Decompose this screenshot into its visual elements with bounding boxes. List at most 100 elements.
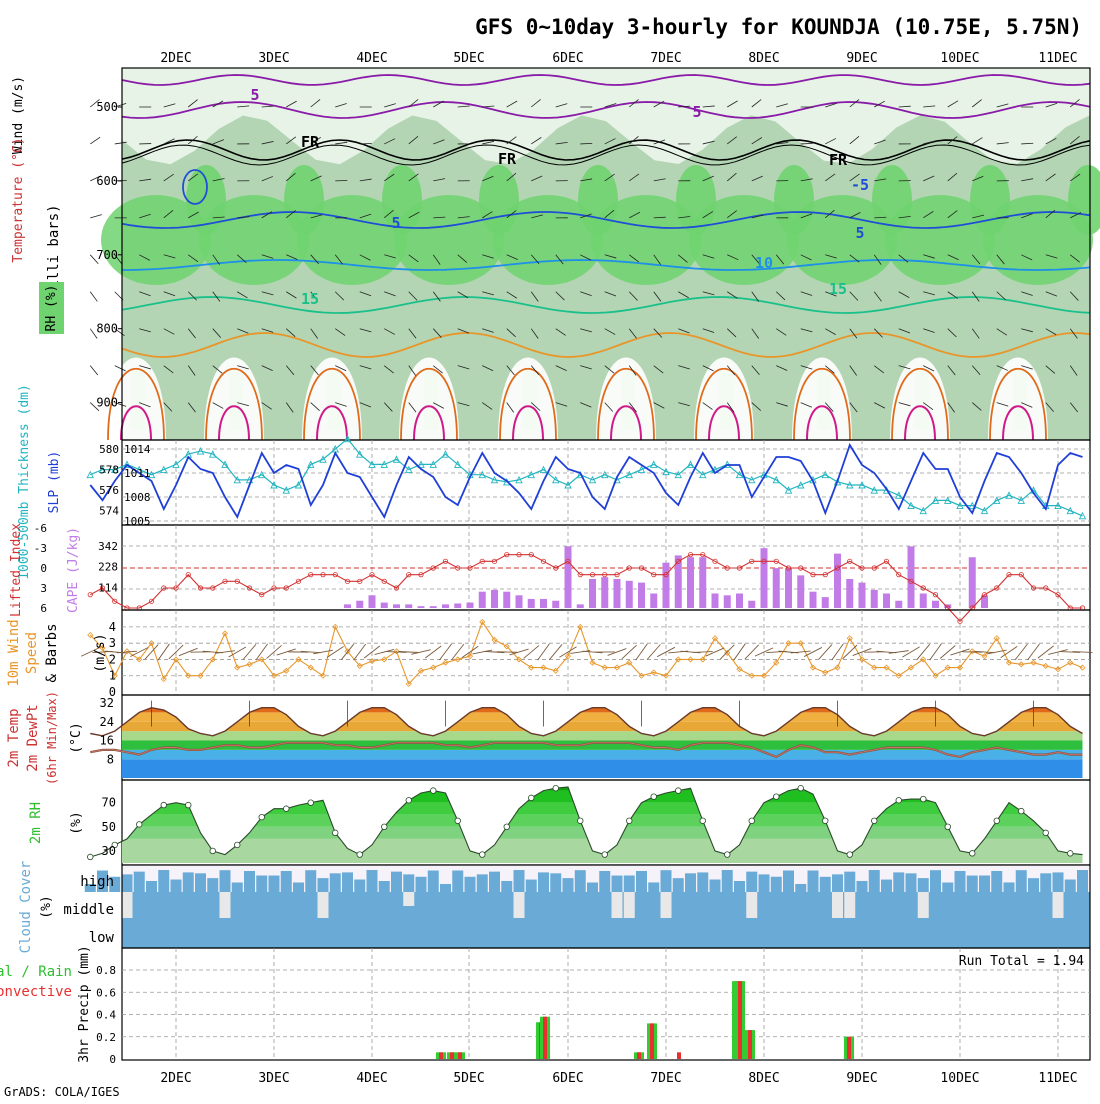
cape-bar (503, 592, 510, 608)
cape-bar (369, 595, 376, 608)
cloud-high-bar (967, 876, 978, 892)
cloud-clear-patch (746, 892, 757, 918)
cloud-high-bar (746, 872, 757, 892)
cloud-high-bar (820, 877, 831, 892)
rh-point (773, 794, 779, 800)
wind-barb (90, 215, 102, 218)
cloud-high-bar (379, 881, 390, 892)
cloud-high-bar (1053, 872, 1064, 892)
cape-tick-228: 228 (98, 561, 118, 574)
cape-bar (724, 595, 731, 608)
cloud-high-bar (783, 871, 794, 892)
wind-unit: (m/s) (93, 633, 108, 672)
cape-bar (565, 546, 572, 608)
thickness-tick-576: 576 (99, 484, 119, 497)
cape-bar (932, 601, 939, 608)
wind-barb-10m (819, 645, 832, 660)
cloud-high-bar (991, 871, 1002, 892)
cape-bar (491, 590, 498, 608)
cloud-high-bar (244, 871, 255, 892)
cloud-high-bar (330, 873, 341, 892)
slp-tick-1005: 1005 (124, 515, 151, 528)
date-bottom-2DEC: 2DEC (160, 1071, 191, 1086)
cloud-high-bar (440, 884, 451, 892)
cloud-high-bar (1016, 870, 1027, 892)
lifted-tick--3: -3 (34, 542, 47, 555)
upper-ytick-700: 700 (96, 248, 118, 262)
chart-title: GFS 0~10day 3-hourly for KOUNDJA (10.75E… (475, 15, 1082, 39)
thickness-tick-574: 574 (99, 505, 119, 518)
cape-bar (797, 575, 804, 608)
rh-point (234, 842, 240, 848)
cloud-high-bar (452, 871, 463, 892)
wind-tick-4: 4 (109, 620, 116, 634)
cape-bar (650, 593, 657, 608)
cloud-high-bar (844, 872, 855, 892)
cloud-high-bar (587, 883, 598, 892)
rh-point (406, 797, 412, 803)
cloud-level-low: low (89, 930, 115, 946)
rh-tick-50: 50 (102, 820, 116, 834)
cloud-level-high: high (80, 874, 114, 890)
cloud-high-bar (183, 872, 194, 892)
upper-ytick-900: 900 (96, 396, 118, 410)
cloud-high-bar (269, 876, 280, 892)
wind-barb (90, 366, 98, 375)
cloud-high-bar (122, 874, 133, 892)
wind-barb-10m (1028, 644, 1040, 660)
cape-bar (736, 593, 743, 608)
cape-bar (430, 606, 437, 608)
rh-point (553, 785, 559, 791)
contour-label-3: FR (498, 150, 517, 168)
cloud-high-bar (685, 873, 696, 892)
cape-bar (638, 583, 645, 608)
wind-label-b: Speed (24, 632, 40, 674)
rh-band (122, 791, 1090, 803)
cloud-high-bar (514, 870, 525, 892)
wind-barb-10m (804, 647, 822, 656)
lifted-label: Lifted Index (9, 523, 24, 617)
cloud-unit: (%) (39, 895, 54, 918)
cape-bar (601, 577, 608, 608)
cloud-high-bar (710, 880, 721, 892)
cape-bar (920, 593, 927, 608)
cloud-high-bar (722, 870, 733, 892)
rh-point (259, 814, 265, 820)
date-top-9DEC: 9DEC (846, 51, 877, 66)
cape-bar (712, 593, 719, 608)
precip-convective-bar (543, 1017, 547, 1059)
thickness-tick-578: 578 (99, 464, 119, 477)
cloud-high-bar (305, 870, 316, 892)
wind-barb-10m (902, 647, 919, 657)
thickness-point (87, 472, 93, 478)
rh-point (308, 800, 314, 806)
rh-point (528, 795, 534, 801)
rh-point (1067, 851, 1073, 857)
cape-bar (589, 579, 596, 608)
cloud-high-bar (416, 877, 427, 892)
date-bottom-11DEC: 11DEC (1038, 1071, 1077, 1086)
cape-bar (883, 593, 890, 608)
precip-label-convective: Convective (0, 984, 72, 1000)
cape-bar (405, 604, 412, 608)
rh-point (210, 848, 216, 854)
contour-label-0: 5 (250, 86, 259, 104)
rh-point (920, 796, 926, 802)
contour-label-4: FR (829, 151, 848, 169)
cape-bar (418, 606, 425, 608)
cape-bar (871, 590, 878, 608)
cloud-high-bar (1028, 878, 1039, 892)
cloud-high-bar (1065, 879, 1076, 892)
wind-label-a: 10m Wind (6, 619, 22, 686)
wind-barb-10m (243, 644, 256, 659)
contour-label-9: 15 (829, 280, 847, 298)
cloud-high-bar (538, 872, 549, 892)
cloud-clear-patch (122, 892, 133, 918)
rh-point (455, 818, 461, 824)
lifted-tick-3: 3 (40, 582, 47, 595)
rh-point (945, 824, 951, 830)
cloud-high-bar (146, 881, 157, 892)
wind-barb-10m (734, 644, 745, 660)
wind-barb-10m (791, 651, 811, 653)
